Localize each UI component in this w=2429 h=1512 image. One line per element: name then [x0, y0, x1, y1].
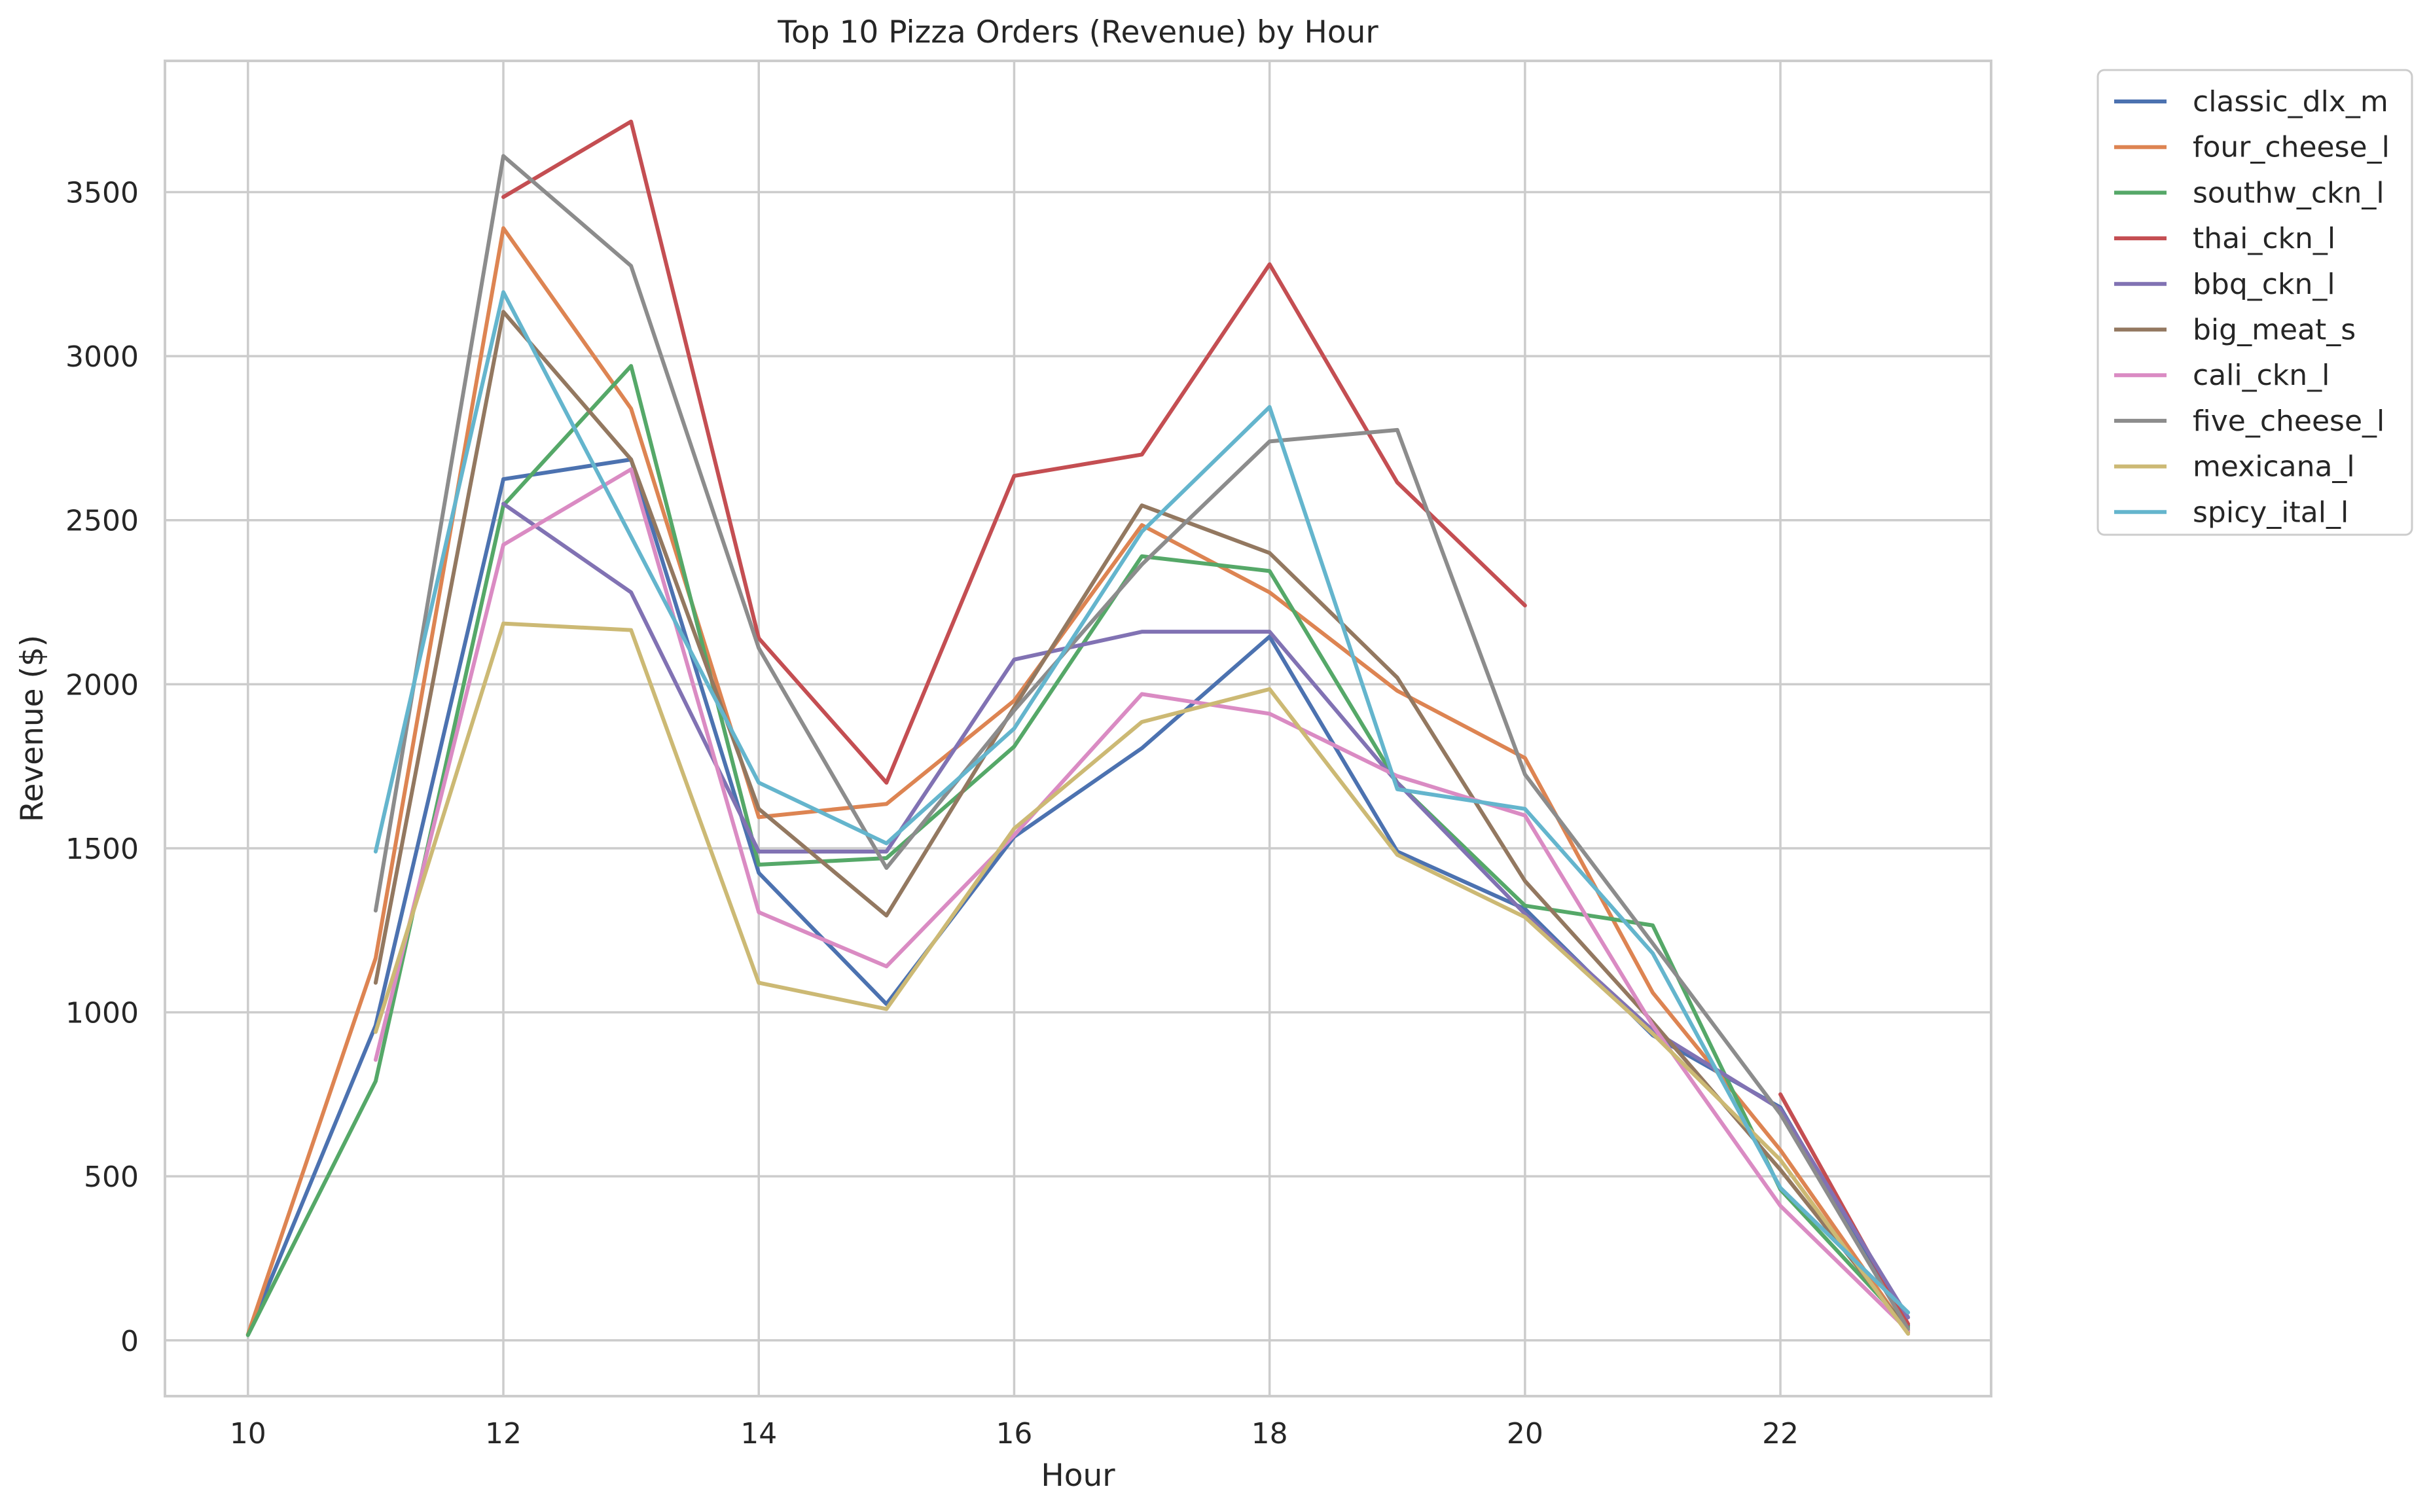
- series-four_cheese_l: [245, 226, 1911, 1337]
- legend-label: thai_ckn_l: [2193, 222, 2335, 255]
- legend-label: southw_ckn_l: [2193, 176, 2384, 209]
- y-tick-label: 3000: [65, 340, 139, 374]
- legend-item-four_cheese_l: four_cheese_l: [2114, 131, 2390, 164]
- chart-title: Top 10 Pizza Orders (Revenue) by Hour: [777, 14, 1378, 50]
- series-five_cheese_l: [373, 154, 1911, 1331]
- legend-item-southw_ckn_l: southw_ckn_l: [2114, 176, 2384, 209]
- plot-area: [165, 61, 1991, 1396]
- legend-label: classic_dlx_m: [2193, 85, 2388, 118]
- legend-item-cali_ckn_l: cali_ckn_l: [2114, 359, 2330, 392]
- x-tick-label: 18: [1251, 1417, 1288, 1450]
- legend-item-thai_ckn_l: thai_ckn_l: [2114, 222, 2335, 255]
- legend-label: mexicana_l: [2193, 450, 2355, 484]
- series-lines: [245, 119, 1911, 1337]
- legend-label: cali_ckn_l: [2193, 359, 2330, 392]
- series-line: [245, 364, 1911, 1337]
- series-line: [501, 119, 1527, 785]
- legend-label: five_cheese_l: [2193, 405, 2384, 438]
- plot-frame: [164, 60, 1992, 1397]
- series-line: [373, 621, 1911, 1336]
- legend-item-five_cheese_l: five_cheese_l: [2114, 405, 2384, 438]
- legend-item-big_meat_s: big_meat_s: [2114, 314, 2356, 347]
- legend-label: bbq_ckn_l: [2193, 268, 2335, 301]
- series-cali_ckn_l: [373, 467, 1911, 1333]
- legend: classic_dlx_m four_cheese_l southw_ckn_lth…: [2096, 69, 2413, 536]
- legend-item-mexicana_l: mexicana_l: [2114, 450, 2355, 484]
- y-tick-label: 500: [84, 1161, 139, 1194]
- series-spicy_ital_l: [373, 290, 1911, 1315]
- y-tick-label: 3500: [65, 176, 139, 209]
- series-bbq_ckn_l: [501, 501, 1911, 1320]
- x-tick-label: 10: [230, 1417, 266, 1450]
- x-tick-label: 14: [740, 1417, 777, 1450]
- tick-labels: 10 12 14 16 18 20 22 0 500 1000 1500 2000 2500 3000 35…: [65, 176, 1799, 1450]
- data-point: [247, 1334, 249, 1335]
- legend-item-spicy_ital_l: spicy_ital_l: [2114, 495, 2348, 529]
- series-line: [501, 501, 1911, 1320]
- y-axis-label: Revenue ($): [14, 635, 50, 822]
- series-line: [373, 467, 1911, 1333]
- legend-item-classic_dlx_m: classic_dlx_m: [2114, 85, 2388, 118]
- y-tick-label: 0: [120, 1325, 139, 1358]
- y-tick-label: 1000: [65, 997, 139, 1030]
- legend-item-bbq_ckn_l: bbq_ckn_l: [2114, 268, 2335, 301]
- series-mexicana_l: [373, 621, 1911, 1336]
- series-southw_ckn_l: [245, 364, 1911, 1337]
- x-axis-label: Hour: [1041, 1458, 1115, 1494]
- legend-label: four_cheese_l: [2193, 131, 2390, 164]
- legend-label: spicy_ital_l: [2193, 495, 2348, 529]
- series-line: [373, 154, 1911, 1331]
- series-line: [373, 290, 1911, 1315]
- y-tick-label: 2500: [65, 505, 139, 538]
- y-tick-label: 2000: [65, 668, 139, 702]
- x-tick-label: 20: [1507, 1417, 1543, 1450]
- x-tick-label: 16: [996, 1417, 1032, 1450]
- legend-frame: [2096, 69, 2413, 536]
- x-tick-label: 22: [1762, 1417, 1799, 1450]
- legend-label: big_meat_s: [2193, 314, 2356, 347]
- x-tick-label: 12: [485, 1417, 522, 1450]
- series-line: [245, 226, 1911, 1337]
- y-tick-label: 1500: [65, 833, 139, 866]
